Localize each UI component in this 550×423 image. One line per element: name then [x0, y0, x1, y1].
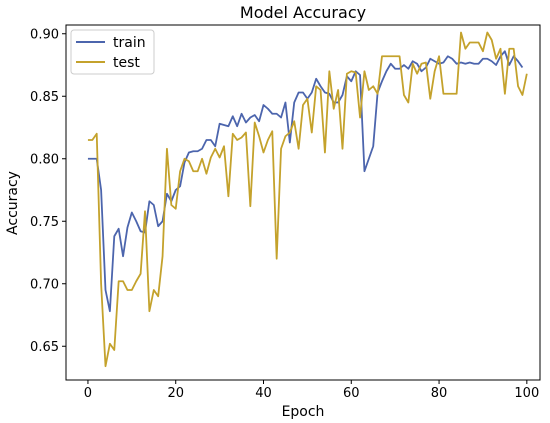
- legend: train test: [70, 29, 155, 75]
- x-tick-label: 60: [343, 386, 360, 401]
- series-line-train: [87, 50, 524, 313]
- y-tick-label: 0.75: [30, 215, 59, 230]
- x-tick-label: 40: [255, 386, 272, 401]
- series-line-test: [87, 31, 528, 368]
- y-tick-label: 0.65: [30, 340, 59, 355]
- x-tick-label: 80: [431, 386, 448, 401]
- plot-lines: [87, 31, 528, 368]
- y-tick-label: 0.80: [30, 152, 59, 167]
- x-tick-label: 0: [84, 386, 92, 401]
- legend-label-test: test: [113, 55, 140, 71]
- x-tick-label: 100: [514, 386, 539, 401]
- x-axis-label: Epoch: [282, 404, 325, 420]
- x-axis-ticks: 0 20 40 60 80 100: [84, 380, 539, 401]
- y-tick-label: 0.70: [30, 277, 59, 292]
- y-axis-ticks: 0.65 0.70 0.75 0.80 0.85 0.90: [30, 27, 66, 355]
- chart-title: Model Accuracy: [240, 3, 366, 22]
- y-tick-label: 0.90: [30, 27, 59, 42]
- plot-frame: [65, 24, 541, 381]
- y-tick-label: 0.85: [30, 90, 59, 105]
- y-axis-label: Accuracy: [5, 171, 21, 235]
- legend-label-train: train: [113, 35, 146, 51]
- x-tick-label: 20: [167, 386, 184, 401]
